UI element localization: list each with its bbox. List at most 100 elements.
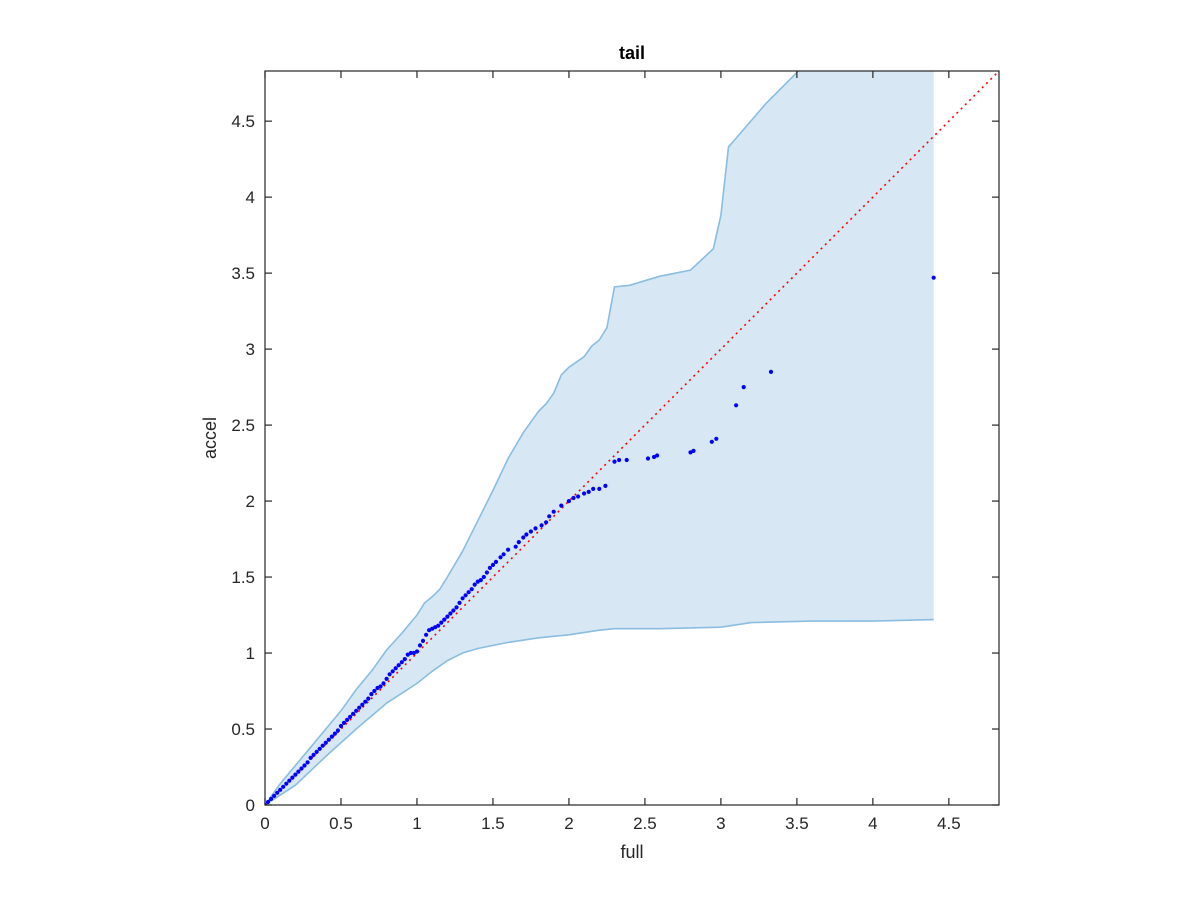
data-point [741, 385, 746, 390]
data-point [290, 775, 295, 780]
data-point [501, 552, 506, 557]
data-point [528, 529, 534, 534]
data-point [326, 737, 331, 742]
confidence-band-lower-edge [265, 618, 934, 805]
data-point [524, 532, 529, 537]
data-point [408, 650, 413, 656]
data-point [436, 623, 441, 628]
y-axis-ticks: 0 0.5 1 1.5 2 2.5 3 3.5 4 4.5 [231, 112, 999, 815]
data-point [387, 672, 392, 677]
y-tick-label: 1 [246, 644, 255, 663]
data-point [571, 495, 576, 501]
y-tick-label: 4.5 [231, 112, 255, 131]
x-tick-label: 1 [412, 814, 421, 833]
data-point [275, 790, 280, 795]
data-point [393, 666, 398, 671]
data-point [624, 457, 629, 463]
data-point [484, 570, 489, 575]
chart-title: tail [619, 43, 645, 63]
data-point [302, 763, 307, 768]
data-point [487, 565, 492, 571]
data-point [329, 734, 334, 739]
data-point [369, 692, 374, 697]
data-point [378, 684, 383, 689]
data-point [597, 486, 602, 491]
data-point [490, 562, 496, 568]
confidence-band [265, 71, 934, 805]
data-point [566, 499, 572, 504]
data-point [506, 547, 511, 552]
data-point [454, 605, 459, 610]
data-point [341, 720, 347, 726]
data-point [586, 489, 591, 494]
data-point [332, 731, 337, 736]
data-point [299, 766, 304, 771]
data-point [357, 705, 362, 710]
data-point [405, 652, 410, 657]
data-point [768, 369, 774, 374]
data-point [338, 723, 344, 729]
data-point [448, 611, 453, 616]
data-point [478, 578, 483, 583]
data-point [417, 643, 423, 648]
y-tick-label: 0 [246, 796, 255, 815]
data-point [360, 702, 365, 707]
data-point [414, 649, 420, 654]
data-point [516, 540, 521, 545]
data-point [734, 403, 739, 408]
data-point [533, 526, 538, 531]
data-point [345, 717, 350, 723]
data-point [317, 746, 322, 751]
data-point [481, 574, 486, 580]
data-point [451, 608, 456, 613]
x-tick-label: 2 [564, 814, 573, 833]
y-tick-label: 3.5 [231, 264, 255, 283]
data-point [591, 486, 596, 491]
data-point [381, 681, 386, 686]
data-point [612, 459, 617, 464]
data-point [559, 503, 564, 508]
data-point [442, 617, 447, 622]
data-point [272, 793, 277, 799]
data-point [582, 491, 587, 496]
data-point [399, 660, 404, 665]
data-point [402, 657, 407, 662]
data-point [269, 796, 274, 802]
data-point [384, 676, 389, 682]
data-point [311, 752, 316, 758]
y-tick-label: 1.5 [231, 568, 255, 587]
x-tick-label: 4 [868, 814, 877, 833]
data-point [281, 784, 286, 789]
data-point [420, 638, 426, 644]
axes-box [264, 70, 1000, 806]
data-point [603, 483, 608, 488]
x-tick-label: 3.5 [785, 814, 809, 833]
data-point [354, 708, 359, 713]
y-tick-label: 2.5 [231, 416, 255, 435]
data-point [469, 587, 474, 592]
data-points [265, 275, 936, 805]
data-point [493, 559, 499, 565]
data-point [372, 688, 377, 694]
data-point [424, 632, 429, 637]
plot-area [265, 71, 999, 805]
data-point [691, 448, 696, 453]
x-tick-label: 0.5 [329, 814, 353, 833]
data-point [709, 439, 714, 444]
data-point [457, 600, 462, 606]
data-point [390, 669, 395, 674]
data-point [396, 663, 401, 668]
y-axis-label: accel [200, 417, 220, 459]
y-tick-label: 4 [246, 188, 255, 207]
data-point [439, 620, 444, 625]
data-point [472, 582, 477, 587]
data-point [463, 593, 468, 598]
data-point [498, 555, 503, 560]
data-point [466, 590, 471, 595]
data-point [655, 453, 660, 458]
data-point [314, 749, 319, 754]
data-point [305, 760, 310, 765]
data-point [366, 696, 371, 701]
x-axis-ticks: 0 0.5 1 1.5 2 2.5 3 3.5 4 4.5 [260, 71, 961, 833]
